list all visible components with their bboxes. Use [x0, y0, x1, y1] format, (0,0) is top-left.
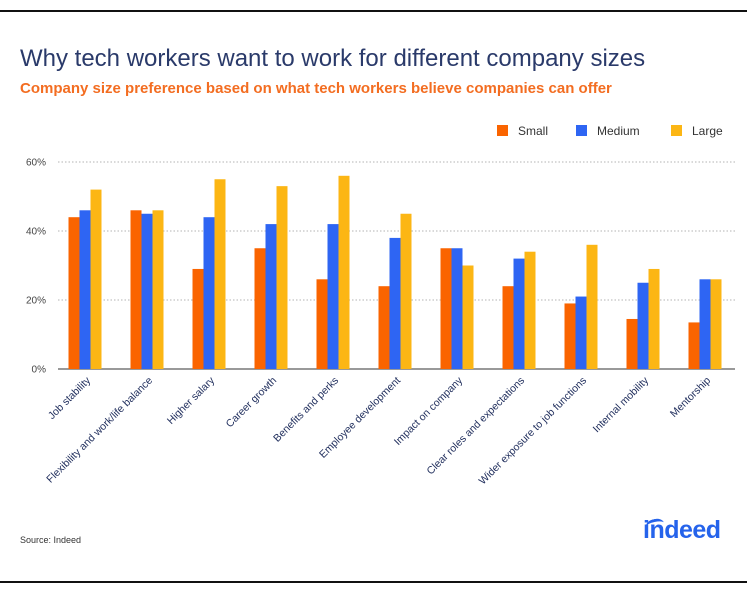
chart-subtitle: Company size preference based on what te…: [20, 80, 612, 97]
bar-large: [586, 244, 598, 369]
indeed-logo: indeed: [643, 516, 721, 544]
bar-large: [710, 279, 722, 369]
x-category-label: Benefits and perks: [271, 375, 341, 445]
y-tick-label: 0%: [32, 365, 47, 376]
bar-medium: [389, 237, 401, 369]
bar-medium: [513, 258, 525, 369]
bar-small: [192, 268, 204, 369]
bar-large: [152, 210, 164, 369]
bar-small: [440, 248, 452, 369]
legend-label-medium: Medium: [597, 124, 640, 138]
bar-medium: [451, 248, 463, 369]
bar-small: [68, 217, 80, 369]
legend-swatch-medium: [576, 125, 587, 136]
bar-large: [648, 268, 660, 369]
bar-large: [276, 186, 288, 369]
bar-medium: [327, 224, 339, 369]
x-category-label: Career growth: [224, 375, 280, 431]
bar-small: [564, 303, 576, 369]
legend-swatch-small: [497, 125, 508, 136]
x-category-label: Internal mobility: [591, 374, 652, 435]
legend-label-large: Large: [692, 124, 723, 138]
y-tick-label: 60%: [26, 158, 46, 169]
x-category-label: Higher salary: [165, 374, 218, 427]
bar-medium: [203, 217, 215, 369]
bar-large: [214, 179, 226, 369]
bar-large: [524, 251, 536, 369]
chart-title: Why tech workers want to work for differ…: [20, 45, 646, 72]
source-note: Source: Indeed: [20, 535, 82, 545]
bar-large: [462, 265, 474, 369]
bar-small: [130, 210, 142, 369]
bar-medium: [79, 210, 91, 369]
bar-medium: [637, 282, 649, 369]
bar-small: [378, 286, 390, 369]
x-category-label: Flexibility and work/life balance: [44, 375, 155, 486]
bar-medium: [265, 224, 277, 369]
bar-large: [400, 213, 412, 369]
x-category-label: Wider exposure to job functions: [477, 375, 589, 487]
bar-small: [254, 248, 266, 369]
bar-medium: [699, 279, 711, 369]
bar-small: [502, 286, 514, 369]
bar-medium: [141, 213, 153, 369]
top-border: [0, 10, 747, 12]
x-category-label: Mentorship: [668, 375, 713, 420]
y-tick-label: 40%: [26, 227, 46, 238]
bar-small: [688, 322, 700, 369]
bar-medium: [575, 296, 587, 369]
x-category-label: Impact on company: [392, 374, 466, 448]
bottom-border: [0, 581, 747, 583]
bar-small: [626, 318, 638, 369]
bar-large: [338, 175, 350, 369]
legend-swatch-large: [671, 125, 682, 136]
y-tick-label: 20%: [26, 296, 46, 307]
bar-small: [316, 279, 328, 369]
x-category-label: Job stability: [46, 374, 94, 422]
bar-large: [90, 189, 102, 369]
legend-label-small: Small: [518, 124, 548, 138]
